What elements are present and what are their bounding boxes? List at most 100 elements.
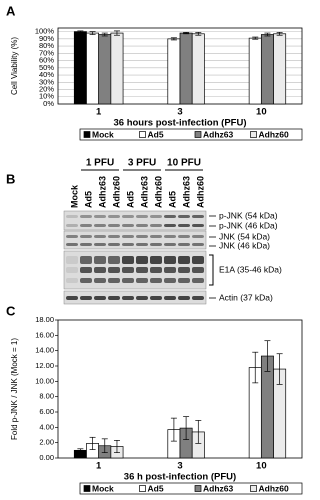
error-bar (101, 438, 108, 453)
y-tick-label: 10.00 (35, 376, 54, 385)
error-bar (101, 32, 108, 37)
band-label: p-JNK (46 kDa) (219, 220, 278, 230)
band-label: Actin (37 kDa) (219, 292, 273, 302)
blot-band (80, 235, 92, 238)
band-label: JNK (54 kDa) (219, 231, 270, 241)
error-bar (170, 37, 177, 41)
blot-band (108, 235, 120, 238)
blot-band (108, 224, 120, 227)
band-label: JNK (46 kDa) (219, 240, 270, 250)
blot-band (94, 267, 106, 273)
blot-band (94, 235, 106, 238)
blot-band (150, 235, 162, 238)
blot-strip (63, 290, 207, 305)
blot-band (108, 296, 120, 300)
blot-band (80, 224, 92, 227)
y-tick-label: 90% (39, 34, 54, 43)
blot-band (164, 224, 176, 227)
blot-band (122, 256, 134, 264)
blot-band (80, 243, 92, 246)
y-tick-label: 80% (39, 41, 54, 50)
y-tick-label: 2.00 (39, 438, 54, 447)
blot-band (150, 224, 162, 227)
blot-band (94, 256, 106, 264)
error-bar (77, 30, 84, 33)
blot-band (150, 243, 162, 246)
panel-label: C (6, 303, 16, 318)
lane-label: Adhz63 (139, 176, 149, 208)
blot-band (108, 267, 120, 273)
blot-band (192, 235, 204, 238)
blot-band (80, 215, 92, 218)
y-tick-label: 18.00 (35, 315, 54, 324)
blot-band (94, 278, 106, 283)
blot-band (164, 215, 176, 218)
bracket (209, 254, 214, 286)
blot-band (122, 243, 134, 246)
y-tick-label: 70% (39, 48, 54, 57)
bar (260, 34, 274, 105)
legend-label: Adhz63 (203, 483, 234, 493)
blot-band (178, 267, 190, 273)
bar (167, 38, 181, 105)
legend-swatch (139, 131, 146, 138)
lane-label: Adhz63 (181, 176, 191, 208)
blot-band (94, 215, 106, 218)
bar (191, 33, 205, 105)
legend-label: Ad5 (148, 483, 164, 493)
x-tick-label: 3 (177, 107, 182, 118)
legend-swatch (83, 485, 91, 492)
blot-band (122, 296, 134, 300)
panel-label: B (6, 171, 15, 186)
blot-band (150, 278, 162, 283)
group-label: 10 PFU (167, 158, 201, 169)
y-tick-label: 16.00 (35, 330, 54, 339)
y-tick-label: 0.00 (39, 453, 54, 462)
blot-band (178, 215, 190, 218)
blot-band (66, 215, 78, 218)
legend-label: Adhz60 (259, 129, 290, 139)
error-bar (252, 351, 259, 384)
blot-band (192, 256, 204, 264)
band-label: p-JNK (54 kDa) (219, 210, 278, 220)
y-axis-title: Fold p-JNK / JNK (Mock = 1) (10, 338, 19, 440)
y-tick-label: 10% (39, 92, 54, 101)
y-tick-label: 8.00 (39, 392, 54, 401)
blot-band (66, 224, 78, 227)
error-bar (89, 31, 96, 35)
blot-band (178, 256, 190, 264)
blot-band (178, 243, 190, 246)
legend-label: Mock (92, 483, 114, 493)
blot-band (108, 243, 120, 246)
x-axis-title: 36 hours post-infection (PFU) (114, 118, 247, 129)
blot-band (164, 256, 176, 264)
error-bar (195, 31, 202, 36)
error-bar (264, 340, 271, 372)
bar (179, 32, 193, 105)
lane-label: Mock (69, 184, 79, 208)
blot-band (108, 215, 120, 218)
legend-swatch (139, 485, 146, 492)
bar (73, 31, 87, 105)
legend-label: Ad5 (148, 129, 164, 139)
y-tick-label: 50% (39, 63, 54, 72)
legend-label: Mock (92, 129, 114, 139)
legend-swatch (83, 131, 91, 138)
y-tick-label: 0% (43, 99, 54, 108)
blot-band (192, 267, 204, 273)
error-bar (276, 353, 283, 385)
error-bar (113, 30, 120, 36)
blot-band (150, 256, 162, 264)
blot-band (94, 296, 106, 300)
blot-band (164, 243, 176, 246)
x-tick-label: 1 (96, 107, 102, 118)
blot-band (66, 243, 78, 246)
legend-label: Adhz60 (259, 483, 290, 493)
error-bar (195, 420, 202, 444)
blot-band (164, 235, 176, 238)
bar (273, 33, 287, 105)
blot-band (178, 224, 190, 227)
error-bar (252, 36, 259, 40)
blot-band (136, 278, 148, 283)
